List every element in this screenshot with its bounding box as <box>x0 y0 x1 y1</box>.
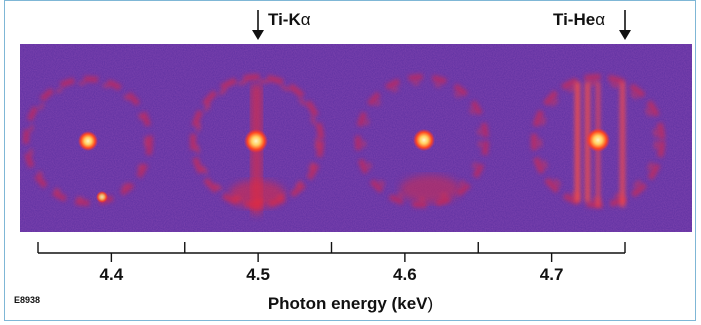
marker-label-ti-he-alpha: Ti-Heα <box>553 10 605 30</box>
energy-axis <box>37 242 626 262</box>
tick-label-3: 4.7 <box>539 265 564 284</box>
arrow-ti-he <box>619 10 631 40</box>
glow-3-low <box>400 175 460 203</box>
axis-title-main: Photon energy ( <box>267 294 398 313</box>
tick-label-1: 4.5 <box>246 265 270 284</box>
marker-ti-he-text: Ti-He <box>553 10 596 29</box>
marker-ti-k-greek: α <box>300 10 311 29</box>
tick-label-2: 4.6 <box>393 265 417 284</box>
spot-1b <box>96 191 108 203</box>
tick-label-0: 4.4 <box>99 265 124 284</box>
axis-title: Photon energy (keV) <box>0 294 701 314</box>
spot-2 <box>244 129 268 153</box>
spot-3 <box>413 129 435 151</box>
marker-arrows <box>252 10 631 40</box>
spectral-image <box>20 44 692 232</box>
marker-ti-k-text: Ti-K <box>268 10 301 29</box>
spot-4 <box>586 128 610 152</box>
ring-1 <box>23 76 153 206</box>
marker-label-ti-k-alpha: Ti-Kα <box>268 10 311 30</box>
axis-title-close: ) <box>427 294 434 313</box>
streak-2-low <box>229 180 285 208</box>
axis-title-unit: keV <box>397 294 428 313</box>
arrow-ti-k <box>252 10 264 40</box>
spot-1 <box>78 131 98 151</box>
figure-id: E8938 <box>14 295 41 305</box>
marker-ti-he-greek: α <box>595 10 606 29</box>
